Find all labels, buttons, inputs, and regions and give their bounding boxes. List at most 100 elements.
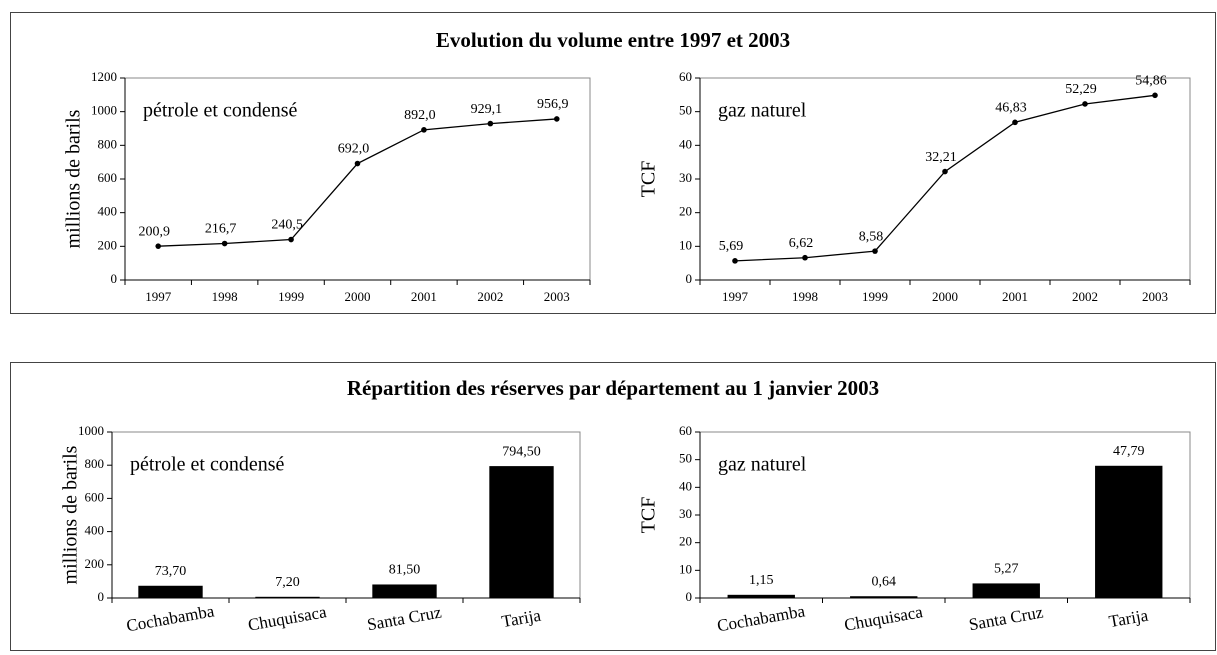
y-tick-label: 40 xyxy=(679,136,692,151)
bar xyxy=(727,594,795,598)
x-tick-label: 2001 xyxy=(1002,289,1028,304)
x-tick-label: Tarija xyxy=(1107,606,1150,632)
y-tick-label: 800 xyxy=(85,456,105,471)
panel-frame xyxy=(10,12,1216,314)
data-label: 956,9 xyxy=(537,97,569,112)
marker xyxy=(221,240,228,247)
marker xyxy=(553,116,560,122)
y-tick-label: 10 xyxy=(679,561,692,576)
annotation: gaz naturel xyxy=(718,100,807,122)
panel-title: Répartition des réserves par département… xyxy=(347,376,879,400)
data-label: 81,50 xyxy=(389,563,421,578)
panel-title: Evolution du volume entre 1997 et 2003 xyxy=(436,28,790,52)
y-axis-label: millions de barils xyxy=(63,109,85,248)
data-label: 73,70 xyxy=(155,564,187,579)
y-tick-label: 600 xyxy=(98,170,118,185)
bar xyxy=(489,466,554,598)
y-tick-label: 50 xyxy=(679,451,692,466)
data-label: 216,7 xyxy=(205,222,237,237)
data-label: 46,83 xyxy=(995,101,1027,116)
y-axis-label: TCF xyxy=(638,161,660,198)
marker xyxy=(732,258,738,264)
x-tick-label: 2003 xyxy=(1142,289,1168,304)
annotation: pétrole et condensé xyxy=(130,454,284,476)
y-tick-label: 30 xyxy=(679,170,692,185)
bar xyxy=(372,584,437,598)
y-tick-label: 0 xyxy=(686,589,693,604)
x-tick-label: 1999 xyxy=(862,289,888,304)
marker xyxy=(1082,101,1088,107)
x-tick-label: 1999 xyxy=(278,289,304,304)
marker xyxy=(872,248,878,254)
marker xyxy=(1012,119,1018,126)
data-label: 47,79 xyxy=(1113,444,1145,459)
marker xyxy=(155,243,162,249)
y-tick-label: 20 xyxy=(679,534,692,549)
marker xyxy=(802,254,808,261)
y-tick-label: 0 xyxy=(98,589,105,604)
y-tick-label: 60 xyxy=(679,423,692,438)
x-tick-label: 2001 xyxy=(411,289,437,304)
data-label: 200,9 xyxy=(138,224,170,239)
x-tick-label: Cochabamba xyxy=(125,601,216,635)
x-tick-label: 2000 xyxy=(932,289,958,304)
y-tick-label: 40 xyxy=(679,478,692,493)
y-tick-label: 60 xyxy=(679,69,692,84)
data-label: 32,21 xyxy=(925,150,957,165)
marker xyxy=(354,160,361,167)
marker xyxy=(421,127,427,133)
data-label: 6,62 xyxy=(789,236,814,251)
x-tick-label: 1997 xyxy=(722,289,749,304)
y-tick-label: 1000 xyxy=(91,103,117,118)
y-tick-label: 10 xyxy=(679,237,692,252)
x-tick-label: Cochabamba xyxy=(716,601,807,635)
data-label: 8,58 xyxy=(859,229,884,244)
x-tick-label: Santa Cruz xyxy=(967,602,1045,634)
x-tick-label: 2000 xyxy=(345,289,371,304)
y-axis-label: millions de barils xyxy=(60,445,82,584)
x-tick-label: 1998 xyxy=(792,289,818,304)
marker xyxy=(288,236,294,243)
x-tick-label: 2002 xyxy=(1072,289,1098,304)
x-tick-label: Chuquisaca xyxy=(843,602,925,635)
bar xyxy=(850,596,918,598)
x-tick-label: 2003 xyxy=(544,289,570,304)
y-tick-label: 50 xyxy=(679,103,692,118)
y-tick-label: 0 xyxy=(686,271,693,286)
data-label: 892,0 xyxy=(404,108,436,123)
x-tick-label: 2002 xyxy=(477,289,503,304)
y-axis-label: TCF xyxy=(638,497,660,534)
data-label: 5,27 xyxy=(994,562,1019,577)
marker xyxy=(942,168,948,175)
y-tick-label: 400 xyxy=(85,523,105,538)
x-tick-label: 1997 xyxy=(145,289,172,304)
data-label: 929,1 xyxy=(471,102,503,117)
data-label: 240,5 xyxy=(271,218,303,233)
y-tick-label: 400 xyxy=(98,204,118,219)
y-tick-label: 20 xyxy=(679,204,692,219)
marker xyxy=(1152,92,1158,99)
bar xyxy=(1095,465,1163,598)
x-tick-label: Tarija xyxy=(500,606,543,632)
x-tick-label: 1998 xyxy=(212,289,238,304)
marker xyxy=(487,120,494,127)
bar xyxy=(138,585,203,598)
data-label: 5,69 xyxy=(719,239,744,254)
x-tick-label: Santa Cruz xyxy=(366,602,444,634)
data-label: 794,50 xyxy=(502,444,541,459)
bar xyxy=(255,596,320,598)
bar xyxy=(972,583,1040,598)
y-tick-label: 800 xyxy=(98,136,118,151)
annotation: pétrole et condensé xyxy=(143,100,297,122)
data-label: 1,15 xyxy=(749,573,774,588)
y-tick-label: 30 xyxy=(679,506,692,521)
panel-frame xyxy=(10,362,1216,651)
data-label: 692,0 xyxy=(338,142,370,157)
annotation: gaz naturel xyxy=(718,454,807,476)
y-tick-label: 600 xyxy=(85,489,105,504)
data-label: 0,64 xyxy=(872,574,897,589)
data-label: 54,86 xyxy=(1135,74,1167,89)
y-tick-label: 0 xyxy=(111,271,118,286)
y-tick-label: 200 xyxy=(85,556,105,571)
